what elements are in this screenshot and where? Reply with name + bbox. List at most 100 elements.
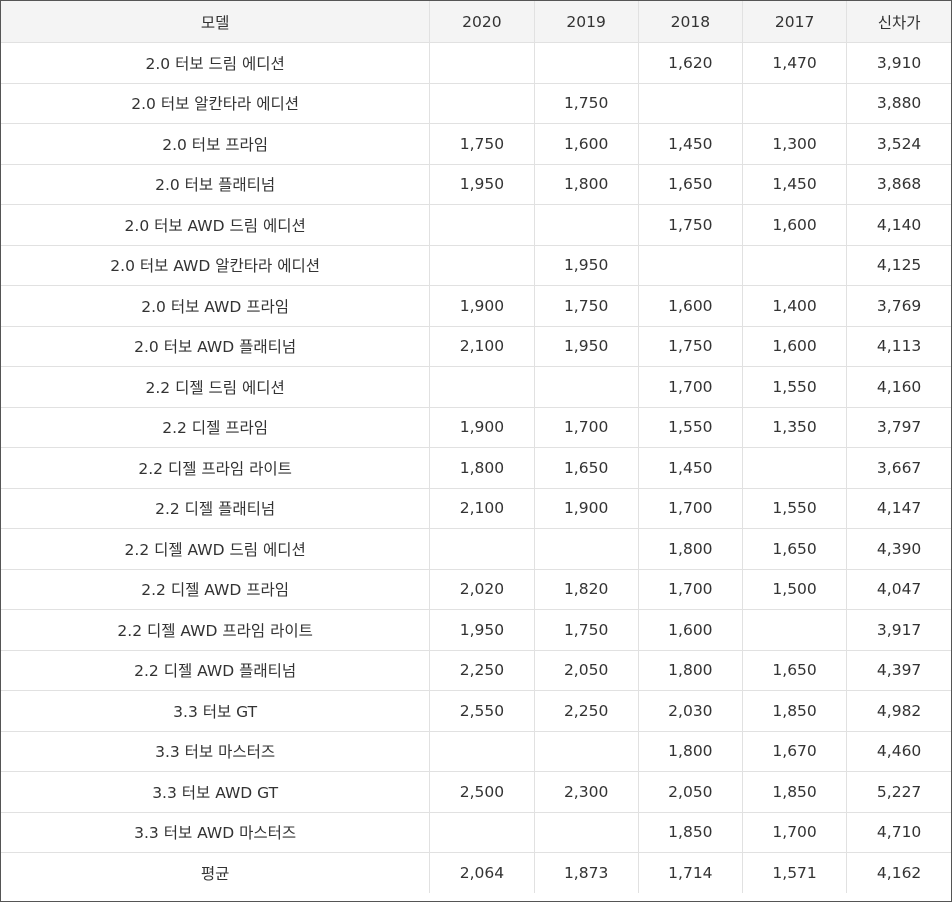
price-2019-cell: 1,750 — [533, 285, 639, 327]
price-2018-cell: 1,700 — [637, 487, 743, 529]
table-row: 2.2 디젤 프라임 1,900 1,700 1,550 1,350 3,797 — [1, 406, 951, 448]
table-row: 3.3 터보 AWD GT 2,500 2,300 2,050 1,850 5,227 — [1, 771, 951, 813]
price-2019-cell: 2,300 — [533, 771, 639, 813]
table-row: 2.2 디젤 플래티넘 2,100 1,900 1,700 1,550 4,147 — [1, 487, 951, 529]
price-2019-cell — [533, 366, 639, 408]
price-2019-cell: 1,650 — [533, 447, 639, 489]
price-2017-cell: 1,450 — [741, 163, 848, 205]
model-cell: 3.3 터보 마스터즈 — [1, 730, 431, 772]
price-2018-cell: 1,600 — [637, 285, 743, 327]
price-2018-cell: 1,750 — [637, 204, 743, 246]
new-price-cell: 3,910 — [846, 42, 951, 84]
price-2017-cell: 1,500 — [741, 568, 848, 610]
price-2019-cell — [533, 730, 639, 772]
table-row: 2.2 디젤 프라임 라이트 1,800 1,650 1,450 3,667 — [1, 447, 951, 489]
price-2018-cell: 1,700 — [637, 366, 743, 408]
table-row: 2.2 디젤 AWD 플래티넘 2,250 2,050 1,800 1,650 4,397 — [1, 649, 951, 691]
model-cell: 2.0 터보 알칸타라 에디션 — [1, 82, 431, 124]
table-row: 2.0 터보 AWD 알칸타라 에디션 1,950 4,125 — [1, 244, 951, 286]
new-price-cell: 3,524 — [846, 123, 951, 165]
price-2019-cell: 1,600 — [533, 123, 639, 165]
table-row: 2.0 터보 프라임 1,750 1,600 1,450 1,300 3,524 — [1, 123, 951, 165]
header-2020: 2020 — [429, 1, 535, 43]
price-2017-cell — [741, 244, 848, 286]
price-2019-cell: 2,250 — [533, 690, 639, 732]
price-2020-cell — [429, 204, 535, 246]
price-2020-cell: 2,020 — [429, 568, 535, 610]
new-price-cell: 4,147 — [846, 487, 951, 529]
new-price-cell: 3,797 — [846, 406, 951, 448]
price-2020-cell — [429, 366, 535, 408]
model-cell: 2.2 디젤 AWD 플래티넘 — [1, 649, 431, 691]
model-cell: 2.0 터보 AWD 프라임 — [1, 285, 431, 327]
new-price-cell: 4,113 — [846, 325, 951, 367]
average-row: 평균 2,064 1,873 1,714 1,571 4,162 — [1, 852, 951, 893]
price-2017-cell: 1,650 — [741, 649, 848, 691]
table-row: 2.0 터보 플래티넘 1,950 1,800 1,650 1,450 3,868 — [1, 163, 951, 205]
price-2018-cell: 1,700 — [637, 568, 743, 610]
price-2019-cell — [533, 204, 639, 246]
price-2020-cell: 1,900 — [429, 406, 535, 448]
price-2018-cell: 1,450 — [637, 447, 743, 489]
price-2020-cell: 2,500 — [429, 771, 535, 813]
model-cell: 2.0 터보 프라임 — [1, 123, 431, 165]
table-row: 2.0 터보 AWD 드림 에디션 1,750 1,600 4,140 — [1, 204, 951, 246]
new-price-cell: 5,227 — [846, 771, 951, 813]
price-2019-cell — [533, 42, 639, 84]
price-2017-cell: 1,400 — [741, 285, 848, 327]
price-2017-cell: 1,670 — [741, 730, 848, 772]
model-cell: 2.0 터보 플래티넘 — [1, 163, 431, 205]
model-cell: 2.0 터보 AWD 플래티넘 — [1, 325, 431, 367]
new-price-cell: 4,982 — [846, 690, 951, 732]
table-body: 2.0 터보 드림 에디션 1,620 1,470 3,910 2.0 터보 알칸타라 … — [1, 42, 951, 893]
price-2018-cell: 1,600 — [637, 609, 743, 651]
price-2018-cell: 2,030 — [637, 690, 743, 732]
price-2018-cell: 2,050 — [637, 771, 743, 813]
model-cell: 2.2 디젤 AWD 드림 에디션 — [1, 528, 431, 570]
model-cell: 2.0 터보 AWD 알칸타라 에디션 — [1, 244, 431, 286]
model-cell: 3.3 터보 AWD 마스터즈 — [1, 811, 431, 853]
price-2018-cell: 1,550 — [637, 406, 743, 448]
new-price-cell: 4,160 — [846, 366, 951, 408]
price-2018-cell — [637, 244, 743, 286]
price-2020-cell — [429, 730, 535, 772]
price-2018-cell: 1,450 — [637, 123, 743, 165]
model-cell: 2.2 디젤 프라임 — [1, 406, 431, 448]
price-2020-cell — [429, 82, 535, 124]
price-2018-cell: 1,800 — [637, 528, 743, 570]
price-2017-cell: 1,550 — [741, 487, 848, 529]
table-row: 2.2 디젤 AWD 프라임 라이트 1,950 1,750 1,600 3,917 — [1, 609, 951, 651]
price-2018-cell: 1,714 — [637, 852, 743, 893]
new-price-cell: 4,162 — [846, 852, 951, 893]
price-2017-cell: 1,571 — [741, 852, 848, 893]
table-row: 3.3 터보 마스터즈 1,800 1,670 4,460 — [1, 730, 951, 772]
price-2018-cell: 1,850 — [637, 811, 743, 853]
new-price-cell: 4,460 — [846, 730, 951, 772]
price-2018-cell: 1,800 — [637, 730, 743, 772]
price-2020-cell: 2,550 — [429, 690, 535, 732]
price-2018-cell — [637, 82, 743, 124]
price-2018-cell: 1,620 — [637, 42, 743, 84]
price-2019-cell: 1,750 — [533, 82, 639, 124]
price-2020-cell — [429, 42, 535, 84]
new-price-cell: 3,880 — [846, 82, 951, 124]
price-2018-cell: 1,650 — [637, 163, 743, 205]
model-cell: 2.0 터보 드림 에디션 — [1, 42, 431, 84]
model-cell: 3.3 터보 GT — [1, 690, 431, 732]
price-2018-cell: 1,800 — [637, 649, 743, 691]
price-2020-cell: 1,950 — [429, 163, 535, 205]
price-2017-cell — [741, 82, 848, 124]
price-2020-cell: 1,750 — [429, 123, 535, 165]
price-2017-cell: 1,470 — [741, 42, 848, 84]
price-2017-cell: 1,600 — [741, 325, 848, 367]
table-row: 3.3 터보 AWD 마스터즈 1,850 1,700 4,710 — [1, 811, 951, 853]
new-price-cell: 4,710 — [846, 811, 951, 853]
price-2018-cell: 1,750 — [637, 325, 743, 367]
price-2017-cell — [741, 609, 848, 651]
price-2019-cell: 1,900 — [533, 487, 639, 529]
model-cell: 2.2 디젤 드림 에디션 — [1, 366, 431, 408]
price-2019-cell — [533, 528, 639, 570]
model-cell: 2.2 디젤 AWD 프라임 — [1, 568, 431, 610]
header-new-price: 신차가 — [846, 1, 951, 43]
table-row: 2.2 디젤 AWD 프라임 2,020 1,820 1,700 1,500 4,047 — [1, 568, 951, 610]
